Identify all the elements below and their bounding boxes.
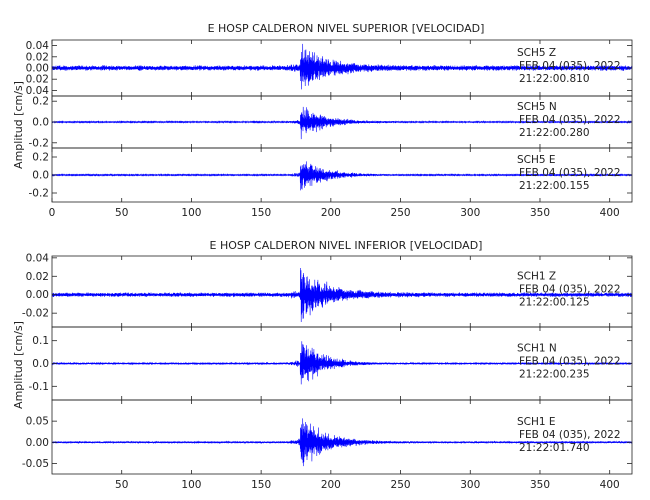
- date-label: FEB 04 (035), 2022: [519, 429, 621, 441]
- x-tick-label: 100: [181, 479, 201, 491]
- x-tick-label: 150: [251, 479, 271, 491]
- station-label: SCH5 N: [517, 101, 557, 113]
- y-tick-label: 0.00: [26, 289, 49, 301]
- y-tick-label: 0.04: [26, 85, 50, 97]
- x-tick-label: 50: [115, 207, 128, 219]
- top-chart-ylabel: Amplitud [cm/s]: [12, 81, 25, 169]
- x-tick-label: 400: [600, 207, 620, 219]
- x-tick-label: 100: [181, 207, 201, 219]
- x-tick-label: 300: [460, 479, 480, 491]
- time-label: 21:22:00.125: [519, 297, 590, 309]
- y-tick-label: -0.2: [29, 137, 50, 149]
- bottom-chart-ylabel: Amplitud [cm/s]: [12, 321, 25, 409]
- station-label: SCH5 E: [517, 154, 556, 166]
- bottom-chart-title: E HOSP CALDERON NIVEL INFERIOR [VELOCIDA…: [210, 239, 483, 252]
- x-tick-label: 200: [321, 207, 341, 219]
- y-tick-label: 0.0: [32, 117, 49, 129]
- y-tick-label: 0.04: [26, 252, 50, 264]
- y-tick-label: -0.05: [22, 458, 49, 470]
- y-tick-label: 0.1: [32, 335, 49, 347]
- date-label: FEB 04 (035), 2022: [519, 114, 621, 126]
- y-tick-label: -0.02: [22, 308, 49, 320]
- station-label: SCH1 N: [517, 343, 557, 355]
- waveform-line: [51, 43, 633, 90]
- y-tick-label: 0.02: [26, 271, 49, 283]
- y-tick-label: 0.02: [26, 51, 49, 63]
- time-label: 21:22:01.740: [519, 442, 590, 454]
- y-tick-label: 0.05: [26, 416, 49, 428]
- x-tick-label: 0: [49, 207, 56, 219]
- top-chart-title: E HOSP CALDERON NIVEL SUPERIOR [VELOCIDA…: [208, 22, 485, 35]
- y-tick-label: -0.1: [29, 381, 50, 393]
- waveform-line: [51, 161, 633, 191]
- waveform-line: [51, 341, 633, 385]
- y-tick-label: 0.2: [32, 96, 49, 108]
- y-tick-label: 0.0: [32, 358, 49, 370]
- x-tick-label: 400: [600, 479, 620, 491]
- x-tick-label: 250: [391, 207, 411, 219]
- x-tick-label: 150: [251, 207, 271, 219]
- panel-frame: [51, 399, 633, 475]
- x-tick-label: 300: [460, 207, 480, 219]
- y-tick-label: 0.00: [26, 437, 49, 449]
- time-label: 21:22:00.235: [519, 369, 590, 381]
- waveform-line: [51, 418, 633, 467]
- y-tick-label: 0.02: [26, 74, 49, 86]
- time-label: 21:22:00.810: [519, 73, 590, 85]
- y-tick-label: 0.0: [32, 170, 49, 182]
- x-tick-label: 350: [530, 207, 550, 219]
- panel-frame: [51, 147, 633, 203]
- x-tick-label: 50: [115, 479, 128, 491]
- station-label: SCH1 E: [517, 416, 556, 428]
- date-label: FEB 04 (035), 2022: [519, 356, 621, 368]
- date-label: FEB 04 (035), 2022: [519, 60, 621, 72]
- date-label: FEB 04 (035), 2022: [519, 167, 621, 179]
- station-label: SCH1 Z: [517, 271, 556, 283]
- x-tick-label: 350: [530, 479, 550, 491]
- time-label: 21:22:00.280: [519, 127, 590, 139]
- x-tick-label: 250: [391, 479, 411, 491]
- waveform-line: [51, 106, 633, 140]
- waveform-line: [51, 267, 633, 323]
- y-tick-label: 0.00: [26, 63, 49, 75]
- date-label: FEB 04 (035), 2022: [519, 284, 621, 296]
- time-label: 21:22:00.155: [519, 180, 590, 192]
- y-tick-label: 0.2: [32, 152, 49, 164]
- x-tick-label: 200: [321, 479, 341, 491]
- station-label: SCH5 Z: [517, 47, 556, 59]
- y-tick-label: -0.2: [29, 188, 50, 200]
- y-tick-label: 0.04: [26, 40, 50, 52]
